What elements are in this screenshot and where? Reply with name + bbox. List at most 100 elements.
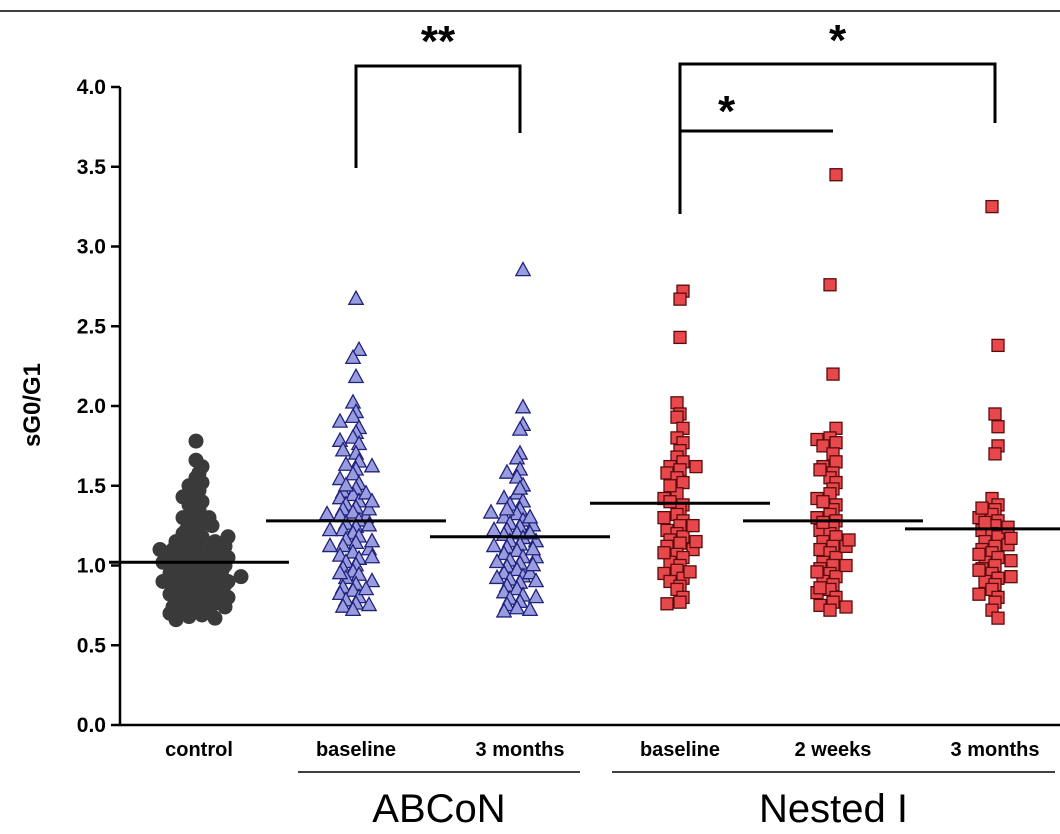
y-tick-label: 1.5 bbox=[77, 475, 107, 498]
data-point bbox=[829, 168, 843, 182]
data-point bbox=[508, 468, 526, 484]
data-point bbox=[829, 455, 843, 469]
data-point bbox=[839, 558, 853, 573]
y-tick-label: 4.0 bbox=[77, 76, 106, 99]
data-point bbox=[217, 577, 233, 593]
data-point bbox=[220, 529, 236, 545]
data-point bbox=[360, 596, 378, 612]
data-point bbox=[344, 465, 362, 481]
x-tick-label: control bbox=[165, 739, 233, 761]
data-point bbox=[214, 562, 230, 578]
data-point bbox=[508, 449, 526, 465]
x-axis: control baseline 3 months baseline 2 weeks 3 … bbox=[120, 723, 1060, 761]
data-point bbox=[363, 532, 381, 548]
data-point bbox=[482, 503, 500, 519]
data-point bbox=[988, 407, 1002, 421]
data-point bbox=[657, 510, 671, 525]
data-point bbox=[321, 537, 339, 553]
y-tick-label: 3.5 bbox=[77, 156, 107, 179]
data-point bbox=[521, 600, 539, 617]
data-point bbox=[201, 510, 217, 526]
x-tick-label: 3 months bbox=[951, 739, 1040, 761]
significance-brackets: ** ** bbox=[354, 16, 997, 214]
data-point bbox=[1004, 554, 1018, 568]
significance-bracket bbox=[678, 62, 997, 180]
group-labels: ABCoN Nested I bbox=[298, 771, 1055, 831]
data-point bbox=[344, 348, 362, 365]
data-point bbox=[360, 500, 378, 516]
data-point bbox=[988, 447, 1002, 461]
data-point bbox=[826, 367, 840, 381]
significance-label: * bbox=[829, 16, 847, 65]
data-point bbox=[344, 393, 362, 409]
y-axis-title: sG0/G1 bbox=[19, 363, 46, 447]
mean-lines bbox=[109, 501, 1060, 564]
y-tick-label: 0.5 bbox=[77, 634, 107, 657]
data-point bbox=[334, 441, 352, 457]
x-tick-label: 2 weeks bbox=[795, 739, 872, 761]
data-point bbox=[673, 536, 687, 550]
data-point bbox=[363, 457, 381, 473]
data-point bbox=[813, 463, 827, 477]
group-label: ABCoN bbox=[372, 787, 505, 831]
data-point bbox=[1004, 570, 1018, 584]
data-point bbox=[829, 436, 843, 450]
data-point bbox=[689, 459, 703, 474]
data-point bbox=[363, 492, 381, 508]
data-point bbox=[524, 540, 542, 556]
data-point bbox=[823, 278, 837, 292]
data-point bbox=[168, 534, 184, 550]
data-point bbox=[331, 564, 349, 580]
data-point bbox=[670, 396, 684, 410]
data-point bbox=[220, 589, 236, 605]
data-point bbox=[498, 463, 516, 479]
y-tick-label: 1.0 bbox=[77, 555, 106, 578]
data-point bbox=[188, 433, 204, 449]
data-point bbox=[683, 565, 697, 579]
data-point bbox=[360, 516, 378, 532]
data-point bbox=[363, 572, 381, 588]
y-tick-label: 2.0 bbox=[77, 395, 106, 418]
x-tick-label: 3 months bbox=[476, 739, 565, 761]
data-point bbox=[344, 407, 362, 424]
data-points bbox=[152, 168, 1018, 628]
data-point bbox=[350, 340, 368, 357]
data-point bbox=[975, 501, 989, 515]
data-point bbox=[344, 503, 362, 519]
data-point bbox=[498, 500, 516, 516]
data-point bbox=[972, 587, 986, 601]
data-point bbox=[485, 521, 503, 537]
data-point bbox=[524, 556, 542, 572]
data-point bbox=[660, 597, 674, 611]
x-tick-label: baseline bbox=[316, 739, 396, 761]
data-point bbox=[972, 547, 986, 561]
y-axis: 0.0 0.5 1.0 1.5 2.0 2.5 3.0 3.5 4.0 bbox=[77, 76, 122, 737]
data-point bbox=[194, 607, 210, 623]
data-point bbox=[521, 508, 539, 524]
data-point bbox=[689, 534, 703, 549]
data-point bbox=[816, 515, 830, 530]
data-point bbox=[337, 476, 355, 492]
data-point bbox=[347, 289, 365, 305]
data-point bbox=[673, 292, 687, 306]
data-point bbox=[1001, 520, 1015, 534]
data-point bbox=[978, 515, 992, 530]
data-point bbox=[214, 545, 230, 561]
significance-bracket bbox=[678, 129, 833, 214]
data-point bbox=[347, 367, 365, 384]
data-point bbox=[331, 412, 349, 428]
data-point bbox=[663, 479, 677, 493]
data-point bbox=[527, 572, 545, 588]
data-point bbox=[813, 581, 827, 595]
data-point bbox=[331, 431, 349, 447]
data-point bbox=[514, 398, 532, 414]
data-point bbox=[168, 593, 184, 609]
data-point bbox=[816, 495, 830, 509]
data-point bbox=[357, 580, 375, 596]
data-point bbox=[357, 484, 375, 500]
data-point bbox=[839, 600, 853, 614]
data-point bbox=[991, 338, 1005, 353]
data-point bbox=[318, 505, 336, 521]
data-point bbox=[233, 569, 249, 585]
data-point bbox=[511, 479, 529, 495]
